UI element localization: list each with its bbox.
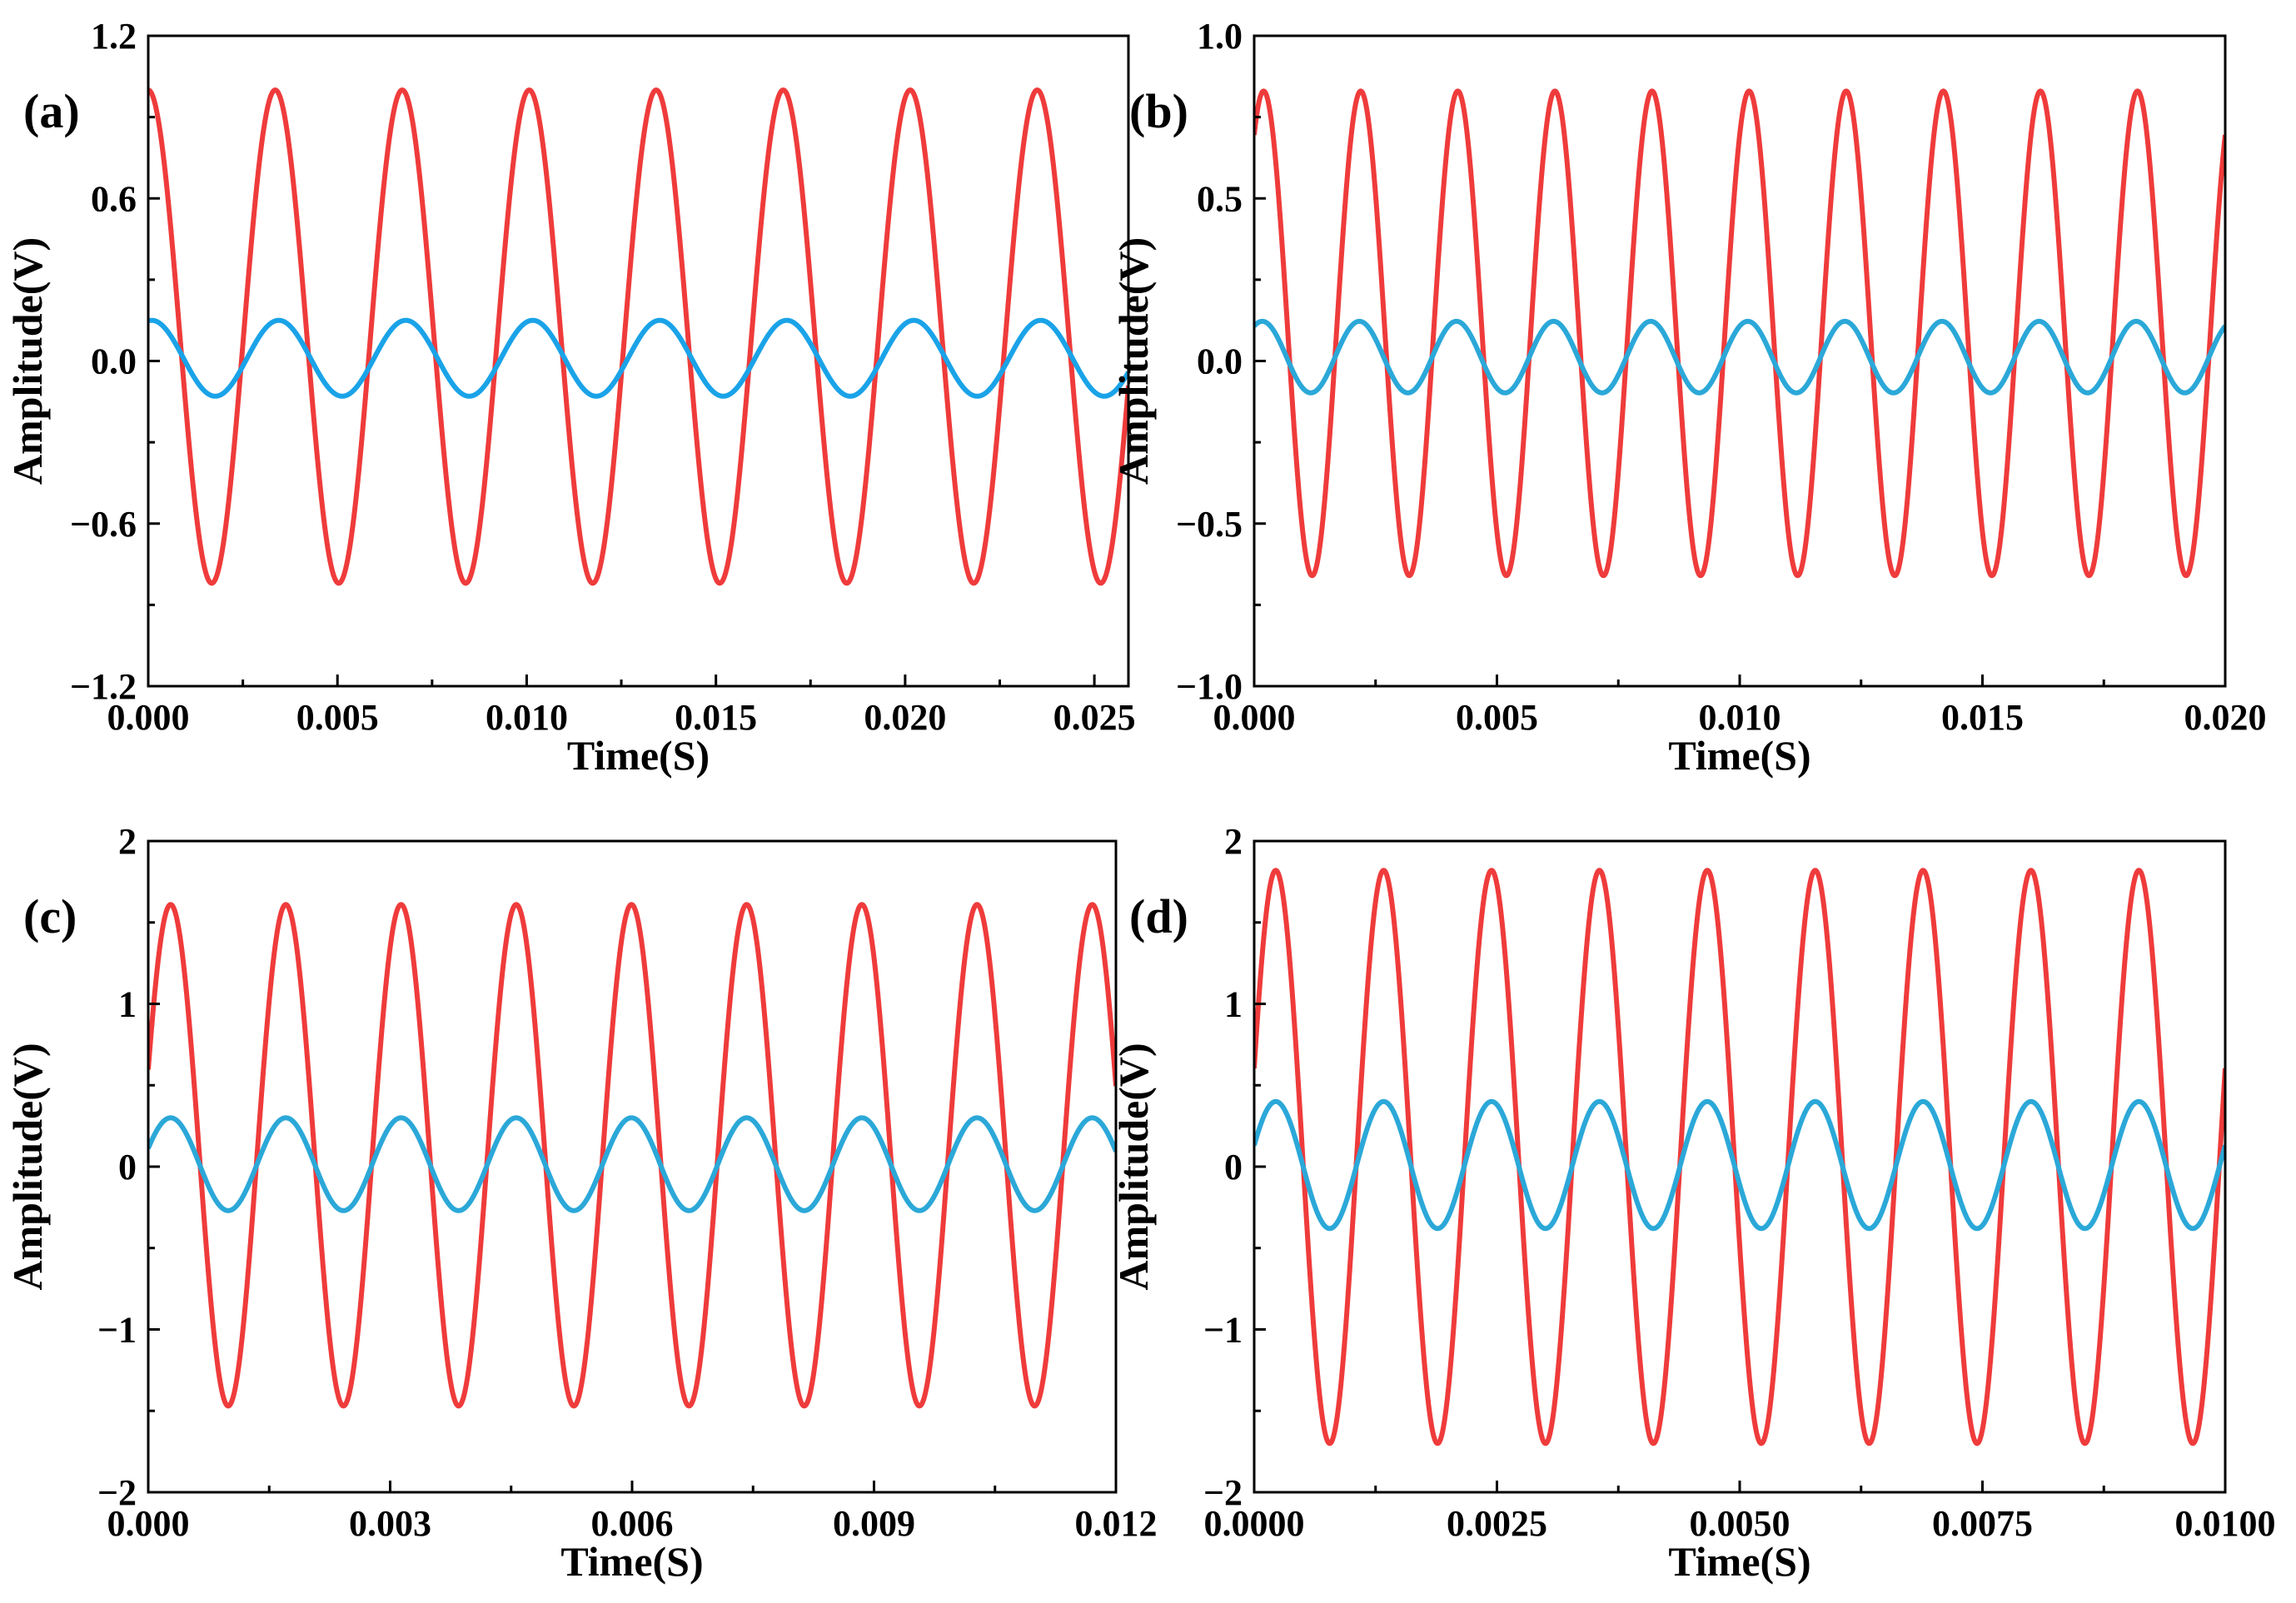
panel-b: 0.000 0.005 0.010 0.015 0.020 −1.0 −0.5 0.0 0.5 1… (1110, 16, 2267, 779)
x-tick-label: 0.015 (1941, 697, 2024, 738)
x-tick-label: 0.0075 (1932, 1503, 2033, 1544)
x-tick-label: 0.006 (591, 1503, 674, 1544)
panel-c: 0.000 0.003 0.006 0.009 0.012 −2 −1 0 1 2 Time(S) A… (4, 821, 1158, 1585)
panel-label: (c) (23, 889, 77, 943)
y-tick-label: −2 (1203, 1472, 1243, 1513)
x-tick-label: 0.000 (107, 1503, 190, 1544)
x-tick-label: 0.005 (296, 697, 379, 738)
y-tick-label: 1.0 (1197, 16, 1243, 57)
x-tick-label: 0.000 (1213, 697, 1296, 738)
y-axis-title: Amplitude(V) (1110, 1043, 1157, 1290)
series-group (1254, 88, 2225, 579)
x-tick-label: 0.0050 (1690, 1503, 1790, 1544)
series-group (1254, 868, 2225, 1446)
series-line-red (1254, 868, 2225, 1446)
x-axis-title: Time(S) (1668, 732, 1810, 779)
x-tick-label: 0.010 (486, 697, 568, 738)
y-tick-label: 0.5 (1197, 178, 1243, 219)
y-tick-label: 0 (118, 1147, 137, 1187)
series-line-red (1254, 88, 2225, 579)
y-tick-label: −2 (97, 1472, 137, 1513)
x-tick-label: 0.003 (349, 1503, 431, 1544)
x-tick-label: 0.020 (2184, 697, 2267, 738)
panel-d: 0.0000 0.0025 0.0050 0.0075 0.0100 −2 −1 0 1 2 Tim… (1110, 821, 2276, 1585)
y-tick-label: −0.5 (1176, 504, 1243, 545)
y-axis-title: Amplitude(V) (4, 237, 51, 485)
panel-label: (b) (1129, 84, 1188, 138)
y-tick-label: −1 (1203, 1310, 1243, 1351)
y-tick-label: −0.6 (70, 504, 137, 545)
y-tick-label: −1 (97, 1310, 137, 1351)
y-tick-label: 2 (118, 821, 137, 862)
plot-frame (1253, 839, 2227, 1494)
y-axis-title: Amplitude(V) (4, 1043, 51, 1290)
series-line-blue (1254, 1098, 2225, 1232)
x-axis-title: Time(S) (560, 1538, 703, 1585)
series-line-red (148, 87, 1128, 586)
series-group (148, 902, 1116, 1409)
y-tick-label: 0.0 (91, 341, 137, 382)
y-tick-label: 0.0 (1197, 341, 1243, 382)
series-line-red (148, 902, 1116, 1409)
plot-frame (147, 34, 1130, 688)
series-line-blue (148, 317, 1128, 399)
y-tick-label: 1 (1224, 984, 1243, 1025)
y-tick-label: 2 (1224, 821, 1243, 862)
x-tick-label: 0.0000 (1204, 1503, 1305, 1544)
y-tick-label: 1 (118, 984, 137, 1025)
series-line-blue (148, 1115, 1116, 1213)
x-tick-label: 0.025 (1053, 697, 1136, 738)
x-tick-label: 0.010 (1699, 697, 1781, 738)
x-tick-label: 0.015 (675, 697, 757, 738)
panel-label: (a) (23, 84, 80, 138)
panel-a: 0.000 0.005 0.010 0.015 0.020 0.025 −1.2 −0.6 0.… (4, 16, 1136, 779)
y-tick-label: 0 (1224, 1147, 1243, 1187)
x-tick-label: 0.0025 (1447, 1503, 1547, 1544)
x-axis-title: Time(S) (1668, 1538, 1810, 1585)
panel-label: (d) (1129, 889, 1188, 943)
y-tick-label: −1.2 (70, 666, 137, 707)
y-tick-label: −1.0 (1176, 666, 1243, 707)
x-tick-label: 0.0100 (2175, 1503, 2276, 1544)
series-group (148, 87, 1128, 586)
x-tick-label: 0.020 (864, 697, 946, 738)
x-tick-label: 0.012 (1075, 1503, 1158, 1544)
series-line-blue (1254, 318, 2225, 396)
x-axis-title: Time(S) (567, 732, 710, 779)
y-axis-title: Amplitude(V) (1110, 237, 1157, 485)
y-tick-label: 1.2 (91, 16, 137, 57)
x-tick-label: 0.009 (833, 1503, 915, 1544)
x-tick-label: 0.000 (107, 697, 190, 738)
y-tick-label: 0.6 (91, 178, 137, 219)
x-tick-label: 0.005 (1456, 697, 1538, 738)
